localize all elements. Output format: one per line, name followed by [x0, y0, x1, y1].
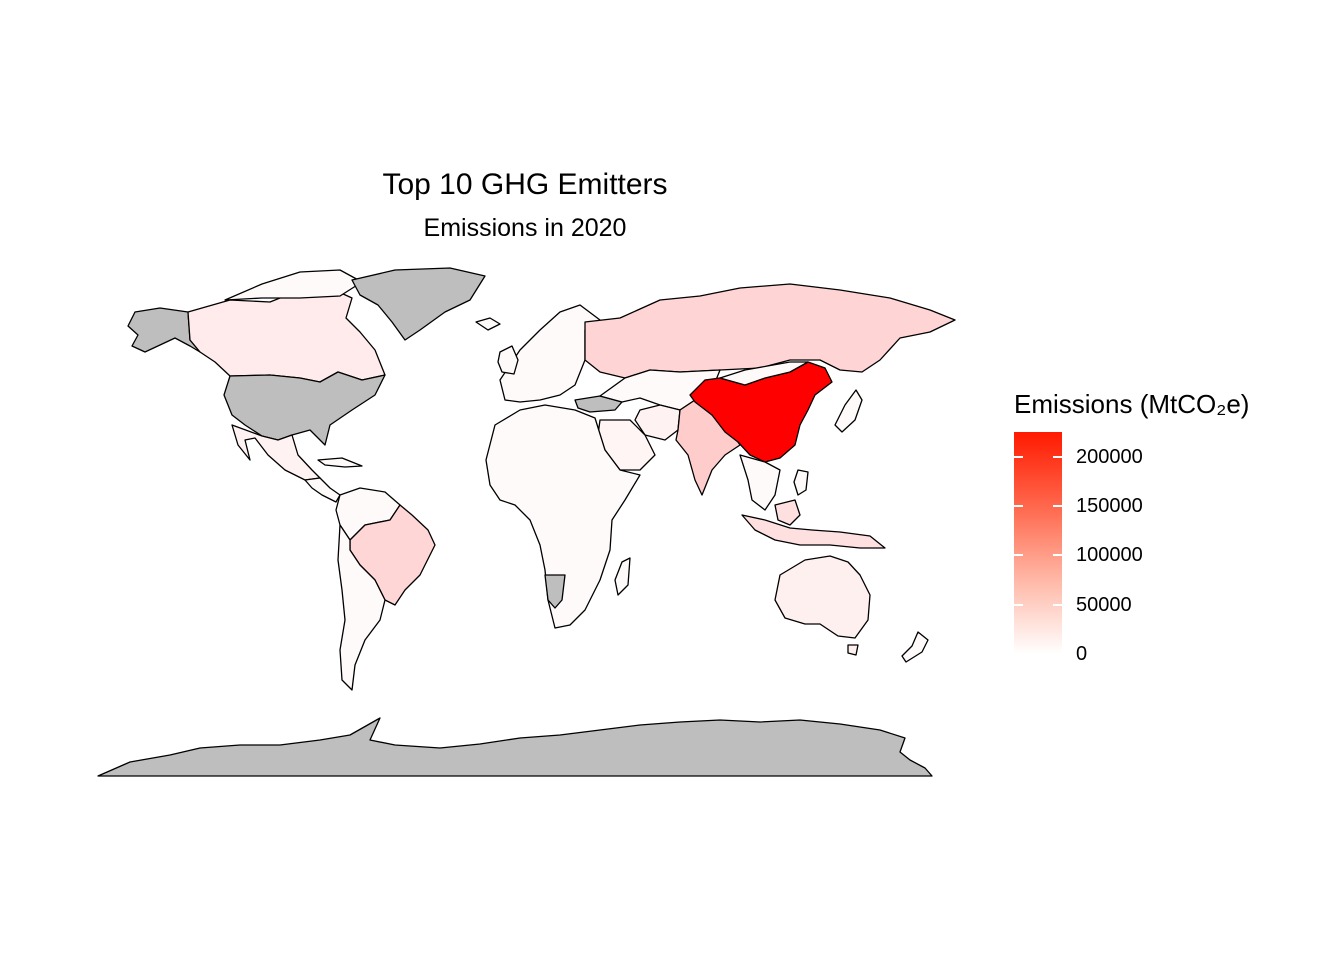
region-iceland [475, 317, 501, 331]
legend-colorbar [1014, 432, 1062, 654]
region-southeast-asia [739, 454, 781, 511]
map-title: Top 10 GHG Emitters [382, 168, 668, 201]
region-arctic-islands [224, 269, 363, 301]
region-russia [584, 283, 956, 379]
region-philippines [793, 469, 809, 496]
legend-tick-label: 100000 [1076, 544, 1143, 567]
region-greenland [351, 267, 486, 341]
legend-tick-label: 50000 [1076, 593, 1132, 616]
region-australia [774, 555, 871, 639]
region-antarctica [97, 717, 933, 777]
legend-tick-label: 150000 [1076, 495, 1143, 517]
region-japan [834, 389, 863, 433]
region-mongolia [719, 361, 809, 386]
legend-tick-label: 200000 [1076, 445, 1143, 468]
region-borneo [774, 499, 801, 526]
region-caribbean [317, 457, 363, 468]
region-canada [187, 287, 386, 383]
legend-tick-label: 0 [1076, 643, 1088, 665]
region-iran [634, 404, 681, 441]
region-uk [497, 345, 519, 375]
region-new-zealand [901, 631, 929, 663]
region-europe [499, 304, 601, 403]
region-usa [223, 371, 386, 446]
region-madagascar [614, 557, 631, 596]
region-namibia [544, 574, 566, 609]
legend-title: Emissions (MtCO₂e) [1014, 389, 1250, 419]
region-indonesia [741, 514, 886, 549]
region-africa [485, 404, 641, 629]
map-subtitle: Emissions in 2020 [423, 214, 627, 242]
region-south-america-south [337, 524, 386, 691]
region-central-america [304, 477, 341, 503]
region-tasmania [847, 644, 859, 656]
